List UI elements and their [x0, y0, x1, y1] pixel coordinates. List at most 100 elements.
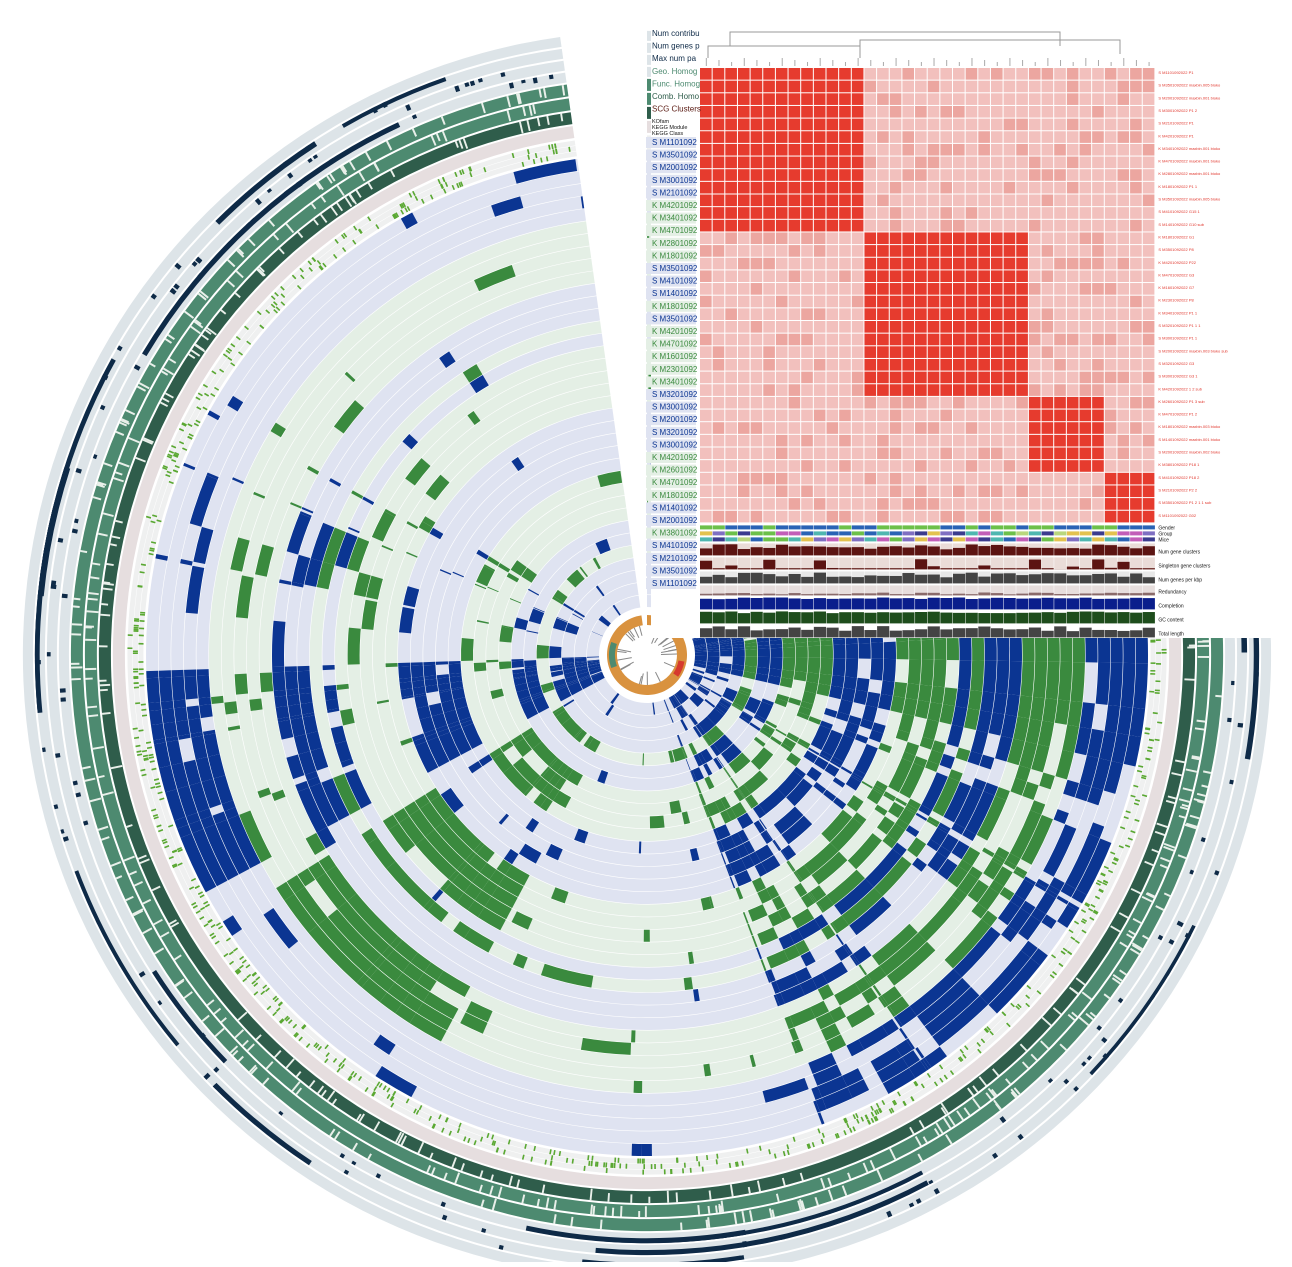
heatmap-cell: [1054, 308, 1066, 320]
heatmap-cell: [953, 321, 965, 333]
heatmap-cell: [1143, 498, 1155, 510]
heatmap-cell: [978, 195, 990, 207]
count-ring-mark: [62, 594, 68, 599]
homogeneity-dip: [85, 678, 92, 680]
strip-cell-bar: [789, 593, 801, 595]
strip-cell-bar: [725, 577, 737, 583]
presence-mark-s: [1133, 663, 1148, 709]
annotation-mark: [1162, 652, 1167, 654]
heatmap-cell: [1080, 485, 1092, 497]
heatmap-cell: [978, 372, 990, 384]
heatmap-cell: [940, 232, 952, 244]
strip-cell-category: [1092, 537, 1104, 541]
heatmap-cell: [966, 485, 978, 497]
heatmap-cell: [1029, 270, 1041, 282]
heatmap-cell: [890, 435, 902, 447]
heatmap-cell: [1105, 473, 1117, 485]
heatmap-cell: [991, 511, 1003, 523]
heatmap-cell: [1067, 106, 1079, 118]
heatmap-cell: [1092, 498, 1104, 510]
heatmap-cell: [1067, 195, 1079, 207]
presence-mark-k: [908, 659, 921, 684]
heatmap-cell: [1054, 106, 1066, 118]
heatmap-cell: [966, 296, 978, 308]
heatmap-cell: [1004, 182, 1016, 194]
heatmap-cell: [725, 245, 737, 257]
heatmap-cell: [953, 384, 965, 396]
strip-label: Num genes per kbp: [1158, 577, 1202, 583]
heatmap-cell: [1130, 511, 1142, 523]
heatmap-cell: [915, 410, 927, 422]
heatmap-cell: [915, 448, 927, 460]
heatmap-cell: [940, 308, 952, 320]
heatmap-cell: [1042, 321, 1054, 333]
heatmap-cell: [1029, 485, 1041, 497]
homogeneity-dip: [1202, 640, 1209, 642]
presence-mark-k: [915, 700, 930, 719]
heatmap-cell: [713, 93, 725, 105]
strip-cell-bar: [890, 576, 902, 583]
heatmap-cell: [966, 106, 978, 118]
heatmap-cell: [978, 460, 990, 472]
heatmap-cell: [814, 207, 826, 219]
heatmap-cell: [1092, 131, 1104, 143]
heatmap-cell: [814, 119, 826, 131]
heatmap-cell: [776, 169, 788, 181]
heatmap-cell: [966, 498, 978, 510]
heatmap-cell: [902, 448, 914, 460]
strip-cell-category: [789, 537, 801, 541]
heatmap-cell: [852, 258, 864, 270]
heatmap-cell: [827, 245, 839, 257]
heatmap-cell: [890, 207, 902, 219]
heatmap-cell: [991, 296, 1003, 308]
heatmap-cell: [763, 372, 775, 384]
heatmap-cell: [814, 106, 826, 118]
heatmap-row-label: K M2601092022 P1 3 sub: [1158, 399, 1205, 404]
heatmap-cell: [864, 207, 876, 219]
presence-mark-s: [159, 670, 171, 677]
annotation-mark: [140, 620, 145, 622]
heatmap-cell: [1054, 283, 1066, 295]
heatmap-cell: [713, 422, 725, 434]
presence-mark-s: [758, 648, 770, 657]
heatmap-cell: [1080, 422, 1092, 434]
heatmap-cell: [890, 359, 902, 371]
presence-mark-s: [997, 636, 1010, 662]
heatmap-cell: [953, 397, 965, 409]
heatmap-cell: [776, 106, 788, 118]
presence-mark-s: [303, 715, 318, 734]
heatmap-cell: [991, 119, 1003, 131]
heatmap-cell: [915, 346, 927, 358]
strip-cell-bar: [1092, 574, 1104, 583]
homogeneity-dip: [645, 1206, 647, 1217]
annotation-mark: [676, 1158, 678, 1163]
heatmap-cell: [890, 169, 902, 181]
heatmap-cell: [801, 308, 813, 320]
heatmap-cell: [1004, 258, 1016, 270]
heatmap-cell: [1143, 346, 1155, 358]
heatmap-cell: [1067, 119, 1079, 131]
heatmap-cell: [978, 321, 990, 333]
heatmap-cell: [928, 220, 940, 232]
heatmap-cell: [827, 270, 839, 282]
heatmap-cell: [991, 144, 1003, 156]
heatmap-cell: [902, 460, 914, 472]
homogeneity-dip: [1187, 646, 1195, 648]
strip-cell-bar: [1117, 547, 1129, 556]
heatmap-cell: [978, 359, 990, 371]
count-ring-mark: [55, 753, 60, 758]
strip-cell-bar: [978, 577, 990, 584]
heatmap-cell: [966, 232, 978, 244]
heatmap-cell: [1067, 460, 1079, 472]
count-ring-mark: [51, 580, 56, 585]
heatmap-cell: [713, 283, 725, 295]
annotation-mark: [1156, 639, 1161, 641]
heatmap-cell: [776, 296, 788, 308]
heatmap-cell: [776, 182, 788, 194]
heatmap-cell: [953, 81, 965, 93]
heatmap-cell: [725, 397, 737, 409]
heatmap-cell: [1004, 334, 1016, 346]
heatmap-cell: [915, 485, 927, 497]
heatmap-row-label: S M4101092022 P18 2: [1158, 475, 1200, 480]
heatmap-row-label: S M4101092022 G15 1: [1158, 209, 1200, 214]
